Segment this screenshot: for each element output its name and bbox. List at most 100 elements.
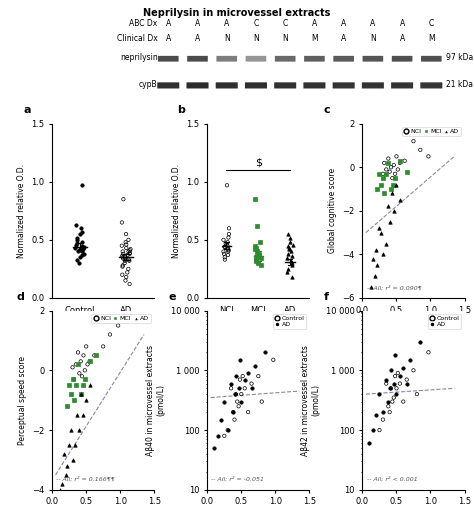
- Point: [225, 224, 233, 232]
- Point: [387, 384, 395, 392]
- Text: b: b: [177, 105, 184, 115]
- Point: [252, 245, 259, 253]
- Point: [126, 250, 134, 258]
- Point: [73, 239, 81, 247]
- FancyBboxPatch shape: [362, 82, 384, 88]
- Point: [392, 153, 400, 161]
- Point: [62, 471, 70, 479]
- Point: [119, 195, 127, 204]
- Point: [400, 364, 407, 372]
- Point: [396, 157, 404, 165]
- Point: [244, 408, 252, 416]
- Point: [64, 462, 71, 470]
- Point: [285, 244, 293, 252]
- Point: [224, 238, 231, 246]
- Text: -- All; r² < 0.001: -- All; r² < 0.001: [366, 477, 417, 482]
- Point: [121, 259, 128, 267]
- Point: [67, 390, 75, 398]
- Point: [119, 254, 127, 262]
- Point: [248, 384, 255, 392]
- Point: [379, 250, 387, 259]
- Point: [390, 393, 398, 401]
- Text: A: A: [195, 19, 200, 28]
- Point: [69, 456, 76, 464]
- Point: [61, 450, 68, 458]
- Point: [289, 240, 296, 248]
- Point: [253, 247, 261, 256]
- Point: [255, 259, 262, 267]
- Point: [77, 224, 85, 232]
- Point: [56, 486, 64, 494]
- Point: [122, 230, 130, 238]
- FancyBboxPatch shape: [157, 82, 179, 88]
- Point: [235, 384, 242, 392]
- FancyBboxPatch shape: [186, 82, 209, 88]
- Point: [239, 372, 246, 380]
- Text: -- All; r² = 0.090¶: -- All; r² = 0.090¶: [366, 285, 421, 290]
- Point: [79, 228, 86, 236]
- Point: [283, 268, 291, 276]
- Point: [84, 361, 91, 369]
- Point: [65, 381, 73, 389]
- Point: [384, 159, 392, 167]
- FancyBboxPatch shape: [421, 56, 442, 62]
- Point: [228, 380, 235, 388]
- Text: A: A: [312, 19, 317, 28]
- Point: [365, 439, 373, 447]
- Point: [253, 222, 261, 230]
- Point: [401, 157, 409, 165]
- Point: [392, 390, 400, 398]
- Point: [86, 381, 93, 389]
- Point: [73, 240, 80, 248]
- Point: [225, 233, 232, 241]
- Point: [79, 381, 87, 389]
- Point: [387, 185, 395, 193]
- Point: [122, 238, 129, 246]
- Point: [406, 356, 414, 364]
- Text: M: M: [428, 34, 435, 43]
- Text: C: C: [283, 19, 288, 28]
- Point: [77, 246, 85, 255]
- Point: [235, 402, 242, 411]
- FancyBboxPatch shape: [333, 56, 354, 62]
- Point: [72, 244, 79, 252]
- Point: [73, 233, 81, 241]
- Legend: NCI, MCI, AD: NCI, MCI, AD: [401, 127, 461, 136]
- Point: [237, 397, 245, 406]
- Point: [400, 397, 407, 406]
- Point: [78, 251, 86, 259]
- Text: C: C: [253, 19, 259, 28]
- Text: c: c: [324, 105, 330, 115]
- Point: [389, 174, 396, 182]
- Text: A: A: [341, 19, 346, 28]
- Point: [77, 254, 84, 262]
- Text: cypB: cypB: [139, 80, 157, 89]
- Text: f: f: [324, 292, 328, 302]
- Point: [222, 239, 229, 247]
- Point: [261, 348, 269, 357]
- Point: [74, 348, 82, 357]
- FancyBboxPatch shape: [420, 82, 442, 88]
- Point: [417, 338, 424, 346]
- Point: [77, 390, 84, 398]
- Point: [119, 255, 127, 263]
- Point: [125, 247, 132, 256]
- Point: [224, 426, 231, 434]
- Point: [91, 351, 98, 360]
- Point: [81, 243, 88, 251]
- FancyBboxPatch shape: [391, 82, 413, 88]
- Point: [389, 397, 396, 406]
- Point: [381, 189, 388, 197]
- Text: N: N: [370, 34, 376, 43]
- Point: [376, 390, 383, 398]
- Point: [425, 348, 432, 357]
- Point: [283, 255, 291, 263]
- Point: [384, 203, 392, 211]
- Point: [221, 243, 228, 251]
- Point: [285, 250, 292, 258]
- Point: [392, 170, 399, 178]
- Point: [388, 189, 395, 197]
- Point: [256, 238, 264, 246]
- Point: [80, 351, 87, 360]
- Point: [100, 342, 107, 350]
